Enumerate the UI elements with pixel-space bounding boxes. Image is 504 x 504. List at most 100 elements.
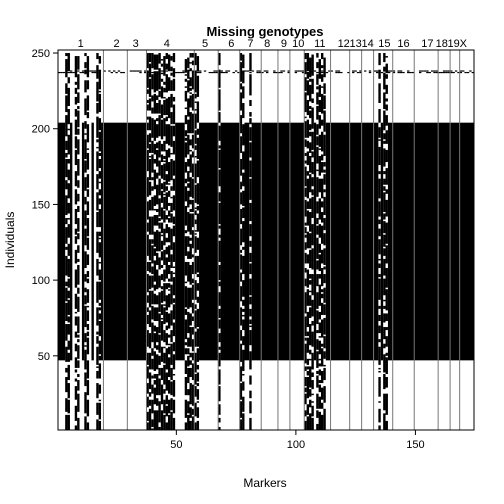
missing-segment <box>163 352 166 364</box>
missing-segment <box>385 199 388 217</box>
missing-segment <box>196 364 200 370</box>
missing-segment <box>323 174 326 185</box>
missing-segment <box>316 393 319 409</box>
missing-segment <box>165 124 168 144</box>
missing-segment <box>67 414 70 430</box>
missing-segment <box>320 119 324 126</box>
missing-cell <box>471 71 474 74</box>
missing-cell <box>368 70 372 72</box>
missing-cell <box>359 70 362 72</box>
missing-segment <box>383 393 386 411</box>
missing-segment <box>194 386 197 397</box>
missing-segment <box>378 263 381 269</box>
missing-segment <box>189 77 192 87</box>
missing-segment <box>67 399 70 414</box>
missing-segment <box>187 251 190 259</box>
missing-cell <box>139 70 142 72</box>
missing-cell <box>213 71 216 74</box>
missing-segment <box>318 155 321 176</box>
missing-segment <box>84 287 87 293</box>
missing-segment <box>163 87 166 93</box>
missing-segment <box>84 295 87 305</box>
missing-segment <box>385 357 388 374</box>
missing-cell <box>120 71 123 74</box>
missing-segment <box>378 278 381 300</box>
missing-segment <box>156 398 159 406</box>
chromosome-label: 12 <box>338 38 350 50</box>
missing-segment <box>196 56 200 72</box>
missing-cell <box>196 70 200 72</box>
missing-segment <box>309 155 312 173</box>
missing-segment <box>65 218 68 225</box>
missing-segment <box>146 396 149 408</box>
missing-segment <box>67 202 70 214</box>
missing-block <box>313 122 317 361</box>
missing-segment <box>218 281 221 287</box>
missing-segment <box>167 264 171 275</box>
missing-segment <box>86 218 90 237</box>
missing-segment <box>378 401 381 403</box>
missing-segment <box>74 378 78 382</box>
missing-segment <box>86 324 90 331</box>
missing-cell <box>340 71 343 74</box>
missing-segment <box>158 367 161 376</box>
missing-segment <box>196 328 200 347</box>
missing-cell <box>134 70 137 72</box>
missing-segment <box>323 189 326 193</box>
missing-segment <box>74 405 78 421</box>
missing-segment <box>163 118 166 137</box>
missing-segment <box>65 398 68 412</box>
missing-segment <box>311 224 314 246</box>
missing-segment <box>172 298 176 303</box>
missing-block <box>69 122 73 361</box>
missing-segment <box>160 290 164 303</box>
missing-segment <box>323 196 326 216</box>
missing-segment <box>77 334 80 338</box>
missing-segment <box>196 75 200 97</box>
missing-segment <box>383 133 386 140</box>
missing-segment <box>77 233 80 240</box>
missing-segment <box>167 283 171 288</box>
missing-segment <box>191 213 195 228</box>
missing-segment <box>96 366 99 368</box>
missing-segment <box>306 201 310 209</box>
missing-segment <box>146 201 149 220</box>
missing-cell <box>320 71 324 74</box>
missing-cell <box>402 71 405 74</box>
missing-segment <box>67 364 70 381</box>
missing-segment <box>196 296 200 303</box>
missing-segment <box>160 119 164 140</box>
missing-segment <box>172 216 176 225</box>
missing-segment <box>316 136 319 146</box>
missing-cell <box>62 71 66 74</box>
missing-segment <box>239 286 243 302</box>
missing-segment <box>378 228 381 237</box>
missing-segment <box>316 237 319 259</box>
missing-segment <box>165 215 168 220</box>
missing-segment <box>153 169 157 190</box>
missing-segment <box>165 348 168 370</box>
missing-segment <box>165 405 168 417</box>
missing-cell <box>251 70 255 72</box>
missing-segment <box>249 330 252 346</box>
missing-segment <box>96 192 99 211</box>
missing-segment <box>320 225 324 244</box>
missing-segment <box>194 373 197 385</box>
missing-segment <box>309 131 312 137</box>
missing-segment <box>323 317 326 335</box>
missing-cell <box>306 71 310 74</box>
missing-segment <box>74 249 78 264</box>
missing-segment <box>65 302 68 321</box>
missing-segment <box>156 208 159 212</box>
missing-segment <box>316 310 319 325</box>
missing-segment <box>242 221 245 243</box>
missing-segment <box>187 311 190 334</box>
missing-segment <box>67 109 70 125</box>
missing-segment <box>74 311 78 314</box>
missing-cell <box>153 71 157 74</box>
missing-segment <box>318 243 321 253</box>
missing-segment <box>218 264 221 281</box>
missing-cell <box>407 71 410 74</box>
missing-segment <box>84 333 87 343</box>
missing-segment <box>163 160 166 163</box>
